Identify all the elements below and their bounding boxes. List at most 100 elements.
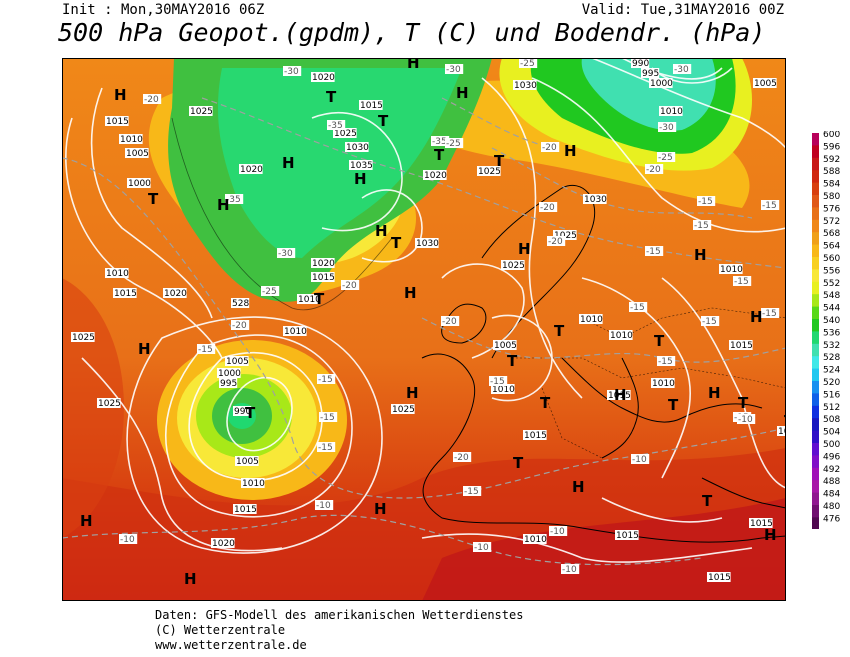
temperature-label-bg <box>549 526 568 536</box>
temperature-label: -10 <box>474 543 489 553</box>
legend-tick: 496 <box>823 452 840 462</box>
legend-tick: 488 <box>823 477 840 487</box>
isobar-label-bg <box>163 288 187 298</box>
isobar-label: 1025 <box>72 333 95 343</box>
legend-swatch <box>812 157 819 171</box>
isobar-label-bg <box>513 80 537 90</box>
temperature-label-bg <box>463 486 482 496</box>
legend-tick: 592 <box>823 155 840 165</box>
low-pressure-center: T <box>245 404 256 422</box>
isobar-label-bg <box>477 166 501 176</box>
isobar-label: 1010 <box>298 295 321 305</box>
temperature-label-bg <box>489 376 508 386</box>
temperature-label: -25 <box>446 139 461 149</box>
low-pressure-center: T <box>554 322 565 340</box>
temperature-label-bg <box>143 94 162 104</box>
temperature-label-bg <box>645 246 664 256</box>
legend-swatch <box>812 133 819 146</box>
legend-tick: 580 <box>823 192 840 202</box>
temperature-label: -20 <box>232 321 247 331</box>
isobar-label: 1010 <box>610 331 633 341</box>
isobar-label: 1025 <box>98 399 121 409</box>
isobar-label-bg <box>523 430 547 440</box>
legend-tick: 512 <box>823 403 840 413</box>
isobar-label-bg <box>579 314 603 324</box>
legend-swatch <box>812 182 819 196</box>
isobar-label: 990 <box>632 59 649 69</box>
isobar-label-bg <box>125 148 149 158</box>
legend-swatch <box>812 319 819 332</box>
isobar-label-bg <box>241 478 265 488</box>
legend-tick-labels: 600 596 592 588 584 580 576 572 568 564 560 556 552 5… <box>823 131 840 524</box>
temperature-label-bg <box>697 196 716 206</box>
temperature-label: -10 <box>550 527 565 537</box>
isobar-label-bg <box>749 518 773 528</box>
isobar-label-bg <box>311 72 335 82</box>
isobar-label-bg <box>97 398 121 408</box>
isobar-label-bg <box>349 160 373 170</box>
temperature-label-bg <box>701 316 720 326</box>
temperature-label: -15 <box>734 277 749 287</box>
legend-tick: 528 <box>823 353 840 363</box>
legend-tick: 572 <box>823 217 840 227</box>
isobar-label-bg <box>607 390 631 400</box>
credits-url[interactable]: www.wetterzentrale.de <box>155 638 307 652</box>
borders <box>512 307 786 459</box>
high-pressure-center: H <box>694 246 707 264</box>
high-pressure-center: H <box>184 570 197 588</box>
isobar-label: 1010 <box>652 379 675 389</box>
temperature-label-bg <box>658 122 677 132</box>
isobar-label: 1030 <box>346 143 369 153</box>
isobar-label: 1010 <box>242 479 265 489</box>
temperature-label-bg <box>445 138 464 148</box>
color-legend: 600 596 592 588 584 580 576 572 568 564 560 556 552 5… <box>812 131 840 529</box>
low-pressure-center: T <box>434 146 445 164</box>
isobar-label: 1025 <box>334 129 357 139</box>
legend-swatch <box>812 455 819 469</box>
legend-tick: 536 <box>823 328 840 338</box>
isobar-label-bg <box>189 106 213 116</box>
temperature-label: -15 <box>646 247 661 257</box>
low-pressure-center: T <box>148 190 159 208</box>
temperature-label-bg <box>261 286 280 296</box>
isobar-label-bg <box>641 68 660 78</box>
isobar-label-bg <box>113 288 137 298</box>
isobar-label: 1035 <box>350 161 373 171</box>
legend-swatch <box>812 480 819 494</box>
legend-swatch <box>812 331 819 345</box>
temperature-label-bg <box>283 66 302 76</box>
temperature-label: -10 <box>120 535 135 545</box>
temperature-lines <box>62 97 786 566</box>
isobar-label: 1030 <box>584 195 607 205</box>
temperature-label: -20 <box>342 281 357 291</box>
isobar-label-bg <box>239 164 263 174</box>
temperature-label-bg <box>277 248 296 258</box>
isobar-label-bg <box>225 356 249 366</box>
isobar-label-bg <box>219 378 238 388</box>
isobar-label: 1020 <box>164 289 187 299</box>
isobar-label-bg <box>493 340 517 350</box>
isobar-label-bg <box>71 332 95 342</box>
high-pressure-center: H <box>518 240 531 258</box>
temperature-label-bg <box>539 202 558 212</box>
isobar-label: 1005 <box>236 457 259 467</box>
isobar-label: 1005 <box>126 149 149 159</box>
high-pressure-center: H <box>404 284 417 302</box>
isobar-label-bg <box>491 384 515 394</box>
isobar-label: 1010 <box>580 315 603 325</box>
legend-swatch <box>812 195 819 208</box>
isobar-label: 990 <box>234 407 251 417</box>
legend-tick: 556 <box>823 266 840 276</box>
temperature-label: -20 <box>540 203 555 213</box>
high-pressure-center: H <box>764 526 777 544</box>
isobar-label-bg <box>631 58 650 68</box>
legend-tick: 508 <box>823 415 840 425</box>
isobar-label: 1005 <box>494 341 517 351</box>
high-pressure-center: H <box>282 154 295 172</box>
legend-tick: 504 <box>823 428 840 438</box>
legend-swatch <box>812 517 819 529</box>
legend-tick: 544 <box>823 304 840 314</box>
temperature-label-bg <box>319 412 338 422</box>
legend-swatch <box>812 170 819 184</box>
high-pressure-center: H <box>138 340 151 358</box>
